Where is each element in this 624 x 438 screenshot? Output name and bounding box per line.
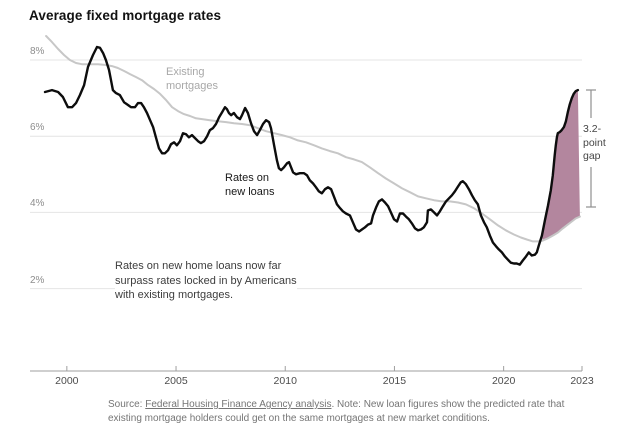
gap-fill-area [541,90,580,241]
source-link[interactable]: Federal Housing Finance Agency analysis [145,399,332,410]
source-prefix: Source: [108,399,146,410]
x-axis-label: 2010 [273,375,297,387]
gap-label-line: point [583,136,606,149]
y-axis-label: 8% [30,46,45,57]
x-axis-label: 2005 [164,375,188,387]
series-label-new-loans: Rates on new loans [225,172,275,199]
gap-label: 3.2- point gap [583,123,606,164]
y-axis-label: 4% [30,198,45,210]
gap-label-line: 3.2- [583,123,602,135]
series-label-line: Rates on [225,172,270,184]
y-axis-label: 2% [30,274,45,286]
source-line-1: Source: Federal Housing Finance Agency a… [108,398,564,412]
x-axis-label: 2020 [491,375,516,387]
series-label-line: new loans [225,185,275,198]
annotation-line: surpass rates locked in by Americans [115,274,297,287]
x-axis-label: 2023 [570,375,594,387]
series-label-line: Existing [166,66,205,78]
gap-label-line: gap [583,150,601,162]
annotation-line: with existing mortgages. [115,289,233,302]
new-loans-line [43,45,580,266]
annotation-line: Rates on new home loans now far [115,260,282,272]
series-label-line: mortgages [166,79,218,92]
existing-mortgages-line [45,35,581,243]
x-axis-label: 2000 [55,375,79,387]
series-label-existing-mortgages: Existing mortgages [166,66,218,93]
y-axis-label: 6% [30,122,45,134]
source-note: Source: Federal Housing Finance Agency a… [108,398,564,426]
chart-annotation: Rates on new home loans now far surpass … [115,259,297,303]
source-note-part: . Note: New loan figures show the predic… [331,399,565,410]
x-axis-label: 2015 [382,375,407,387]
source-line-2: existing mortgage holders could get on t… [108,413,490,424]
chart-title: Average fixed mortgage rates [29,8,222,23]
